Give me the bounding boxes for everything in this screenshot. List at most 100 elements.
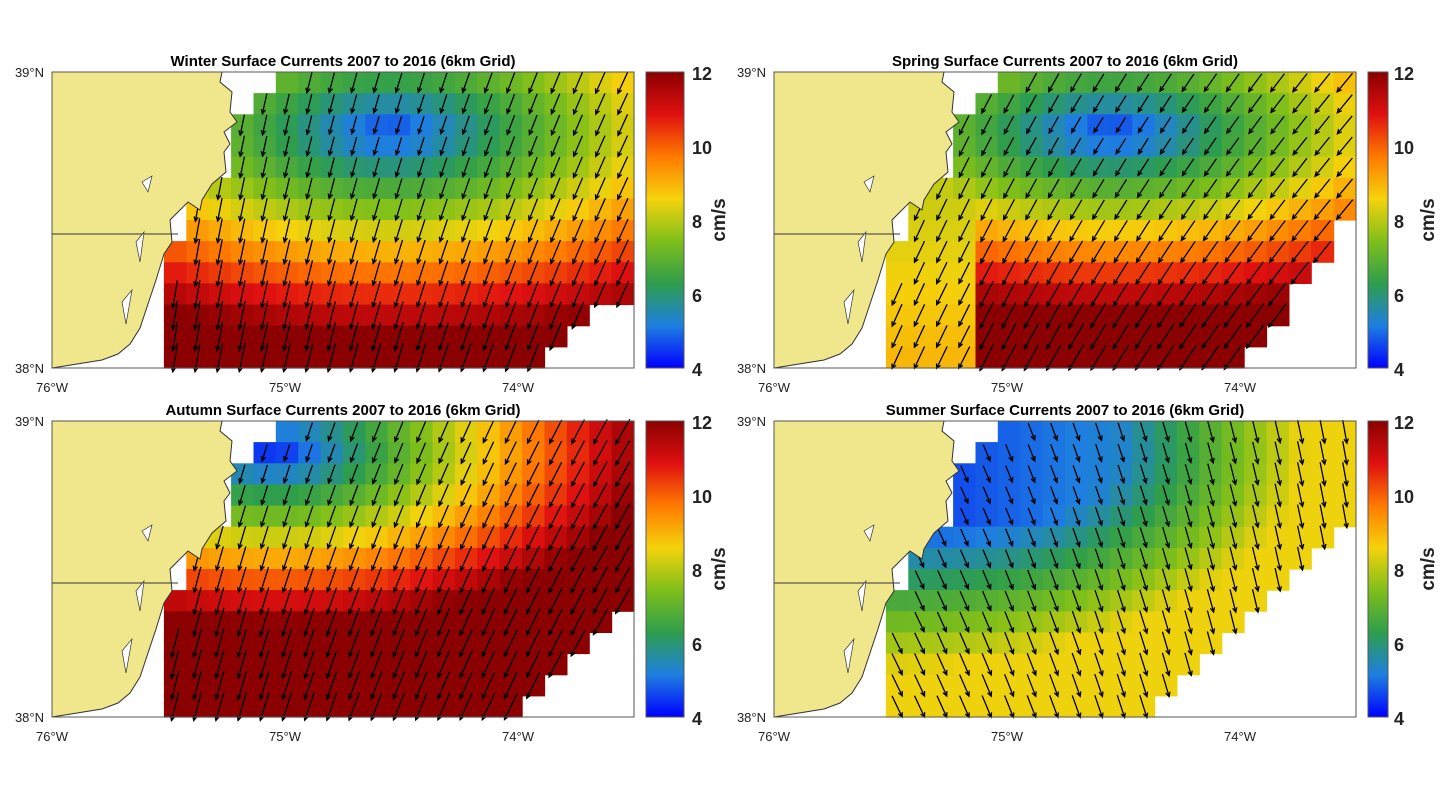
current-arrow [936, 198, 948, 222]
current-arrow [1112, 302, 1130, 329]
current-arrow [1137, 116, 1149, 134]
current-arrow [460, 301, 472, 330]
current-arrow [1296, 546, 1305, 572]
current-arrow [1092, 199, 1105, 221]
current-arrow [327, 115, 335, 136]
current-arrow [347, 607, 360, 637]
panel-spring: Spring Surface Currents 2007 to 2016 (6k… [737, 53, 1439, 395]
current-arrow [372, 116, 380, 135]
current-arrow [594, 156, 606, 180]
current-arrow [1313, 240, 1332, 264]
current-arrow [503, 566, 518, 594]
current-arrow [215, 218, 223, 245]
current-arrow [372, 137, 380, 157]
current-arrow [1203, 158, 1217, 177]
current-arrow [214, 566, 225, 594]
current-arrow [528, 72, 538, 95]
current-arrow [1269, 73, 1286, 93]
current-arrow [392, 587, 405, 616]
current-arrow [526, 650, 541, 679]
coastline [773, 420, 960, 718]
current-arrow [394, 198, 403, 222]
current-arrow [1091, 240, 1106, 264]
current-arrow [1336, 94, 1353, 114]
current-arrow [1252, 420, 1260, 444]
current-arrow [1245, 324, 1265, 350]
current-arrow [214, 546, 224, 572]
current-arrow [1004, 549, 1014, 569]
current-arrow [371, 301, 382, 331]
current-arrow [570, 482, 586, 509]
current-arrow [305, 93, 313, 115]
current-arrow [594, 198, 606, 222]
current-arrow [237, 485, 246, 507]
current-arrow [1203, 179, 1218, 199]
lon-tick-3: 74°W [1224, 380, 1257, 395]
current-arrow [1223, 282, 1242, 307]
current-arrow [1252, 441, 1260, 465]
speed-field [163, 72, 635, 369]
current-arrow [371, 322, 382, 352]
current-arrow [169, 649, 180, 680]
current-arrow [982, 549, 992, 569]
current-arrow [504, 545, 518, 573]
current-arrow [1003, 674, 1015, 698]
current-arrow [481, 608, 496, 637]
current-arrow [1342, 419, 1349, 445]
current-arrow [958, 198, 970, 222]
current-arrow [936, 304, 948, 328]
current-arrow [594, 71, 606, 95]
current-arrow [1139, 610, 1149, 635]
current-arrow [526, 301, 540, 330]
current-arrow [503, 608, 518, 637]
current-vectors [170, 71, 630, 374]
current-arrow [891, 325, 903, 349]
current-arrow [1292, 136, 1308, 156]
lat-tick-bottom: 38°N [15, 361, 44, 376]
current-arrow [416, 72, 426, 94]
current-arrow [503, 629, 518, 658]
current-arrow [1114, 73, 1127, 93]
current-arrow [526, 483, 540, 508]
current-arrow [570, 419, 585, 445]
current-arrow [192, 587, 202, 616]
current-arrow [282, 156, 291, 179]
current-arrow [526, 671, 541, 700]
coastline [51, 420, 238, 718]
current-arrow [1072, 507, 1081, 527]
current-arrow [437, 650, 451, 679]
current-arrow [439, 72, 448, 94]
current-arrow [349, 72, 358, 94]
current-arrow [1068, 281, 1084, 308]
axes-frame [51, 420, 635, 718]
current-arrow [979, 260, 994, 287]
current-arrow [1026, 590, 1037, 613]
current-arrow [979, 239, 994, 265]
current-arrow [414, 587, 428, 616]
current-arrow [259, 321, 269, 353]
colorbar-tick: 8 [1394, 561, 1404, 581]
current-arrow [506, 115, 516, 136]
current-arrow [1139, 589, 1149, 614]
current-arrow [1156, 302, 1175, 329]
current-arrow [372, 157, 380, 178]
current-arrow [1206, 589, 1216, 614]
current-arrow [439, 115, 448, 136]
current-arrow [617, 71, 629, 95]
current-arrow [1184, 610, 1193, 635]
current-arrow [260, 114, 268, 137]
current-arrow [1136, 179, 1150, 199]
colorbar-gradient [645, 420, 685, 718]
current-arrow [550, 156, 561, 179]
current-arrow [548, 503, 563, 530]
current-arrow [1026, 611, 1037, 634]
current-arrow [1342, 440, 1349, 466]
current-arrow [614, 482, 631, 509]
current-arrow [572, 114, 583, 137]
current-arrow [327, 422, 336, 443]
current-arrow [461, 157, 471, 179]
current-arrow [1134, 323, 1152, 350]
current-arrow [1268, 240, 1287, 264]
current-arrow [483, 157, 493, 179]
current-arrow [1137, 137, 1149, 156]
